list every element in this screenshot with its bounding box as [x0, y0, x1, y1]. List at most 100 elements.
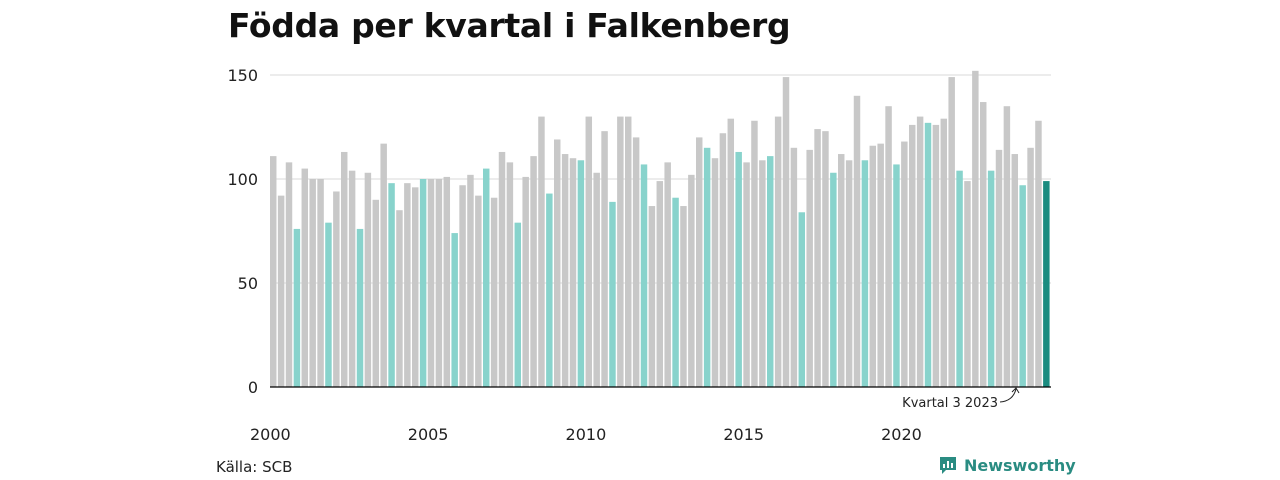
bar: [869, 145, 877, 387]
bar: [372, 199, 380, 387]
bar: [877, 143, 884, 387]
bar: [593, 172, 600, 387]
bar: [838, 154, 845, 387]
bar: [845, 160, 853, 387]
bar: [861, 160, 869, 387]
bar: [609, 201, 616, 387]
bar: [774, 116, 782, 387]
bar: [711, 158, 719, 387]
bar: [680, 206, 687, 387]
bar: [916, 116, 924, 387]
bar: [909, 124, 916, 388]
bar: [427, 179, 435, 387]
bar: [585, 116, 593, 387]
bar: [727, 118, 735, 388]
bar: [648, 206, 656, 387]
annotation-label: Kvartal 3 2023: [902, 396, 998, 411]
bar: [972, 70, 979, 387]
bar: [790, 147, 798, 387]
bar: [672, 197, 679, 387]
bar: [561, 154, 569, 387]
bar: [1011, 154, 1019, 387]
x-tick-label: 2000: [250, 425, 291, 444]
bar: [380, 143, 387, 387]
annotation-arrow-icon: [999, 387, 1020, 403]
bars: [270, 70, 1050, 388]
bar: [301, 168, 309, 387]
bar: [396, 210, 403, 387]
bar: [924, 122, 932, 387]
bar: [806, 149, 813, 387]
x-tick-label: 2015: [723, 425, 764, 444]
bar: [483, 168, 490, 387]
bar: [435, 179, 443, 387]
bar: [388, 183, 395, 387]
y-tick-label: 0: [248, 378, 258, 397]
bar: [782, 77, 790, 387]
bar: [719, 133, 727, 387]
bar: [1019, 185, 1026, 387]
bar: [577, 160, 585, 387]
bar: [814, 129, 821, 387]
bar: [333, 191, 340, 387]
bar: [703, 147, 711, 387]
bar: [617, 116, 624, 387]
bar: [490, 197, 498, 387]
bar: [498, 151, 506, 387]
y-axis-ticks: 0 50 100 150: [227, 66, 258, 397]
y-tick-label: 50: [238, 274, 258, 293]
bar: [640, 164, 648, 387]
bar: [309, 179, 316, 387]
bar: [696, 137, 703, 387]
x-tick-label: 2010: [566, 425, 607, 444]
brand-name: Newsworthy: [964, 455, 1076, 475]
bar: [404, 183, 411, 387]
bar: [980, 102, 987, 387]
bar: [995, 149, 1003, 387]
bar: [735, 151, 742, 387]
bar: [530, 156, 537, 387]
bar: [1043, 181, 1050, 387]
bar: [901, 141, 908, 387]
bar: [956, 170, 963, 387]
bar: [554, 139, 561, 387]
chart-bubble-icon: [940, 457, 956, 474]
bar: [688, 174, 695, 387]
source-note: Källa: SCB: [216, 458, 293, 476]
y-tick-label: 100: [227, 170, 258, 189]
x-axis-ticks: 2000 2005 2010 2015 2020: [250, 425, 922, 444]
bar: [1027, 147, 1034, 387]
bar: [656, 181, 664, 387]
bar: [475, 195, 482, 387]
bar: [341, 151, 348, 387]
bar: [798, 212, 806, 387]
bar: [451, 233, 458, 387]
brand[interactable]: Newsworthy: [938, 455, 1076, 475]
bar: [546, 193, 553, 387]
bar: [664, 162, 671, 387]
y-tick-label: 150: [227, 66, 258, 85]
bar: [467, 174, 474, 387]
bar: [364, 172, 372, 387]
chart-title: Födda per kvartal i Falkenberg: [228, 6, 791, 45]
bar: [293, 228, 301, 387]
bar: [830, 172, 837, 387]
bar: [538, 116, 545, 387]
bar: [853, 95, 861, 388]
bar: [767, 156, 774, 387]
bar: [443, 176, 451, 387]
bar: [317, 179, 324, 387]
bar: [1003, 106, 1011, 387]
bar: [522, 176, 529, 387]
bar: [325, 222, 332, 387]
bar: [348, 170, 356, 387]
bar: [632, 137, 640, 387]
bar: [759, 160, 766, 387]
bar: [893, 164, 900, 387]
bar: [987, 170, 995, 387]
bar: [412, 187, 419, 387]
bar: [751, 120, 758, 387]
bar: [356, 228, 364, 387]
bar: [514, 222, 522, 387]
